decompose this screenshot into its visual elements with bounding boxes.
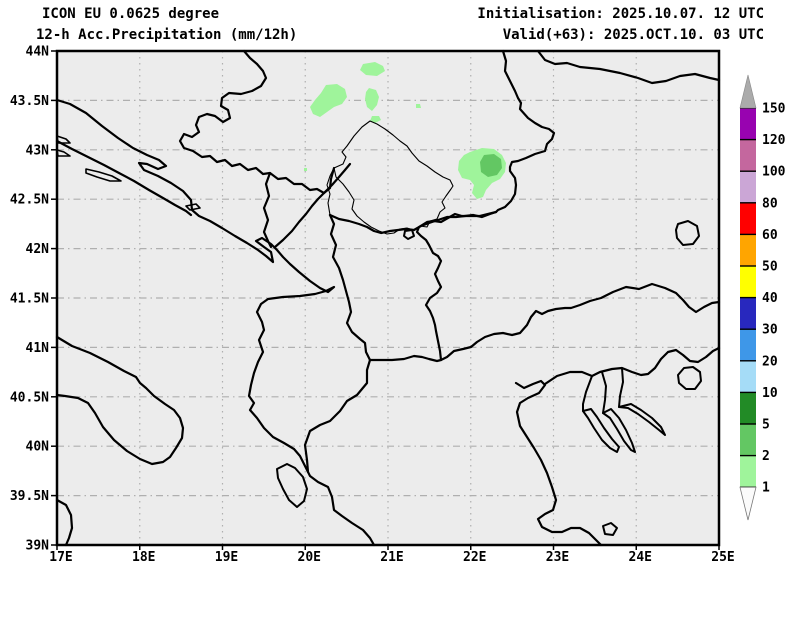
lon-label: 20E (298, 550, 321, 565)
border-enclave-box (403, 229, 415, 240)
colorbar-segment (740, 329, 756, 361)
colorbar-segment (740, 424, 756, 456)
island-chain (55, 139, 193, 217)
precip-area (365, 88, 379, 111)
island-c (185, 203, 201, 211)
precip-area (360, 62, 385, 76)
colorbar-segment (740, 297, 756, 330)
model-title: ICON EU 0.0625 degree (42, 6, 220, 22)
colorbar-label: 120 (762, 133, 786, 148)
colorbar-segment (740, 202, 756, 235)
island-sporades (602, 522, 618, 536)
lat-label: 42.5N (10, 193, 49, 208)
colorbar-label: 50 (762, 260, 778, 275)
precip-area (416, 104, 421, 108)
river-danube (536, 49, 721, 85)
colorbar-segment (740, 392, 756, 424)
colorbar-label: 5 (762, 418, 770, 433)
lon-label: 19E (215, 550, 238, 565)
chalkidiki-neck-3 (618, 367, 624, 408)
chalkidiki-neck-1 (582, 375, 593, 412)
colorbar-label: 40 (762, 291, 778, 306)
lon-label: 21E (380, 550, 403, 565)
precip-area (304, 168, 307, 171)
lat-label: 44N (26, 45, 50, 60)
border-serbia-bulgaria (494, 49, 556, 214)
colorbar-label: 60 (762, 228, 778, 243)
coastline-adriatic (55, 98, 376, 547)
colorbar-label: 10 (762, 386, 778, 401)
peninsula-sithonia (602, 408, 636, 453)
coast-calabria (55, 498, 74, 547)
lat-label: 42N (26, 242, 50, 257)
colorbar-label: 20 (762, 354, 778, 369)
lon-label: 22E (463, 550, 486, 565)
border-albania-kosovo (326, 167, 335, 216)
chalkidiki-neck-2 (601, 371, 607, 414)
border-montenegro-albania (273, 162, 352, 249)
colorbar-segment (740, 234, 756, 266)
border-macedonia-bulgaria (415, 210, 498, 362)
lat-label: 41.5N (10, 292, 49, 307)
colorbar-segment (740, 139, 756, 172)
colorbar-label: 30 (762, 323, 778, 338)
border-macedonia-west (328, 213, 372, 362)
lon-label: 18E (132, 550, 155, 565)
precip-area (370, 116, 381, 123)
island-long (85, 168, 122, 182)
colorbar-label: 80 (762, 196, 778, 211)
lat-label: 43N (26, 143, 50, 158)
colorbar-over-arrow (739, 74, 757, 109)
lat-label: 39.5N (10, 489, 49, 504)
lon-label: 17E (49, 550, 72, 565)
precip-area (310, 84, 347, 117)
island-corfu (276, 463, 308, 508)
lon-label: 25E (711, 550, 734, 565)
border-albania-greece (303, 358, 372, 474)
border-bih-serbia (178, 49, 336, 195)
lat-label: 40.5N (10, 390, 49, 405)
lat-label: 39N (26, 539, 50, 554)
colorbar-label: 2 (762, 449, 770, 464)
product-title: 12-h Acc.Precipitation (mm/12h) (36, 27, 298, 43)
peninsula-athos (618, 403, 666, 436)
coast-thermaic-thessaly (514, 379, 603, 547)
colorbar-segment (740, 171, 756, 203)
colorbar-label: 1 (762, 481, 770, 496)
lat-label: 40N (26, 440, 50, 455)
coast-chalkidiki-thrace (543, 346, 721, 386)
border-greece-north (368, 282, 721, 363)
colorbar-segment (740, 266, 756, 298)
coast-puglia (55, 335, 185, 466)
peninsula-kassandra (582, 408, 620, 453)
precip-area (480, 154, 502, 177)
border-bih-montenegro (262, 171, 273, 249)
border-loop-east (675, 220, 700, 246)
colorbar-under-arrow (739, 486, 757, 521)
island-thasos (677, 366, 702, 390)
lon-label: 24E (629, 550, 652, 565)
lat-label: 43.5N (10, 94, 49, 109)
colorbar-segment (740, 108, 756, 140)
colorbar-segment (740, 360, 756, 393)
colorbar-segment (740, 455, 756, 488)
lon-label: 23E (546, 550, 569, 565)
lat-label: 41N (26, 341, 50, 356)
colorbar-label: 100 (762, 165, 786, 180)
init-time-label: Initialisation: 2025.10.07. 12 UTC (477, 6, 764, 22)
colorbar-label: 150 (762, 102, 786, 117)
valid-time-label: Valid(+63): 2025.OCT.10. 03 UTC (502, 27, 764, 43)
